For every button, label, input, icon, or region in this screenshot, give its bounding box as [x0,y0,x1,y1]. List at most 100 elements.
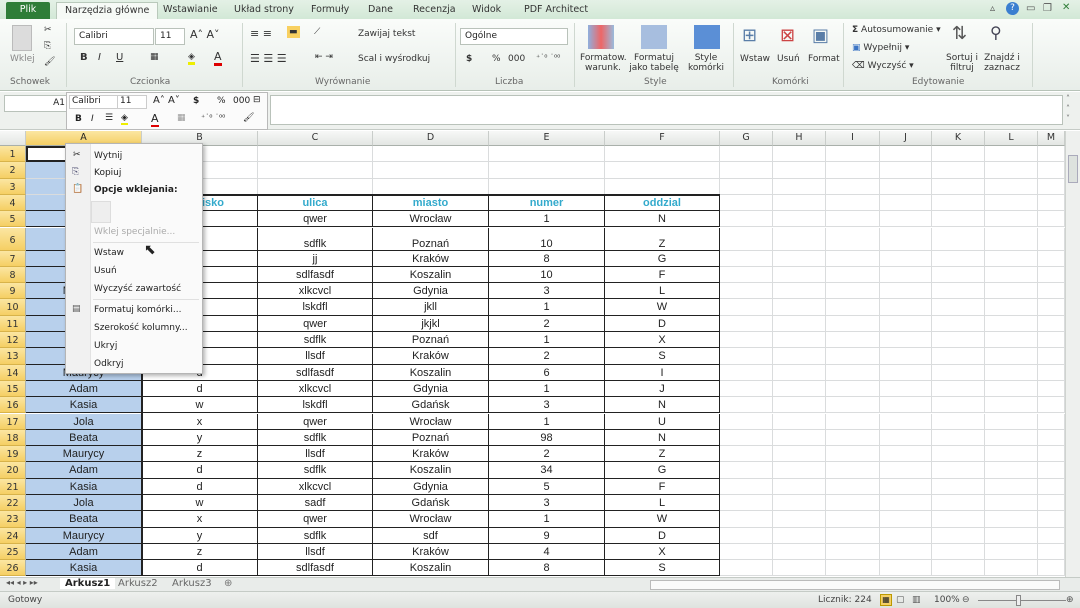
cell[interactable]: y [142,429,258,447]
cell[interactable] [720,266,773,284]
zoom-level[interactable]: 100% [934,595,960,605]
paste-icon[interactable] [12,25,32,51]
conditional-format-icon[interactable] [588,25,614,49]
cell[interactable] [720,560,773,577]
insert-cells-icon[interactable]: ⊞ [742,25,758,46]
cell[interactable]: Poznań [373,429,489,447]
cell[interactable] [720,299,773,316]
indent-icon[interactable]: ⇤ ⇥ [315,52,333,62]
normal-view-icon[interactable]: ▦ [880,594,892,606]
cell[interactable] [1038,211,1065,228]
cell[interactable]: miasto [373,194,489,212]
column-header-i[interactable]: I [826,131,880,146]
cell[interactable]: Kraków [373,543,489,561]
cell[interactable] [773,478,826,495]
cell[interactable]: D [605,527,720,544]
align-text-icon[interactable]: ☰ ☰ ☰ [250,52,287,65]
cell[interactable] [1038,511,1065,528]
cell[interactable] [985,364,1038,381]
cell[interactable] [720,194,773,212]
cell[interactable] [826,146,880,163]
cell[interactable] [720,146,773,163]
cell[interactable] [605,162,720,179]
select-all-corner[interactable] [0,131,26,146]
cell[interactable] [826,162,880,179]
row-header[interactable]: 3 [0,178,26,195]
cell[interactable] [932,560,985,577]
cell[interactable] [720,250,773,267]
cell[interactable]: Z [605,446,720,463]
cell[interactable] [720,429,773,447]
cell[interactable] [985,283,1038,300]
cell[interactable] [1038,446,1065,463]
tab-formulas[interactable]: Formuły [311,4,350,15]
cell[interactable]: F [605,478,720,495]
cell[interactable] [932,413,985,430]
cell[interactable]: x [142,413,258,430]
percent-button[interactable]: % [492,54,501,64]
conditional-format-button[interactable]: Formatow. warunk. [580,53,627,73]
cell[interactable]: d [142,380,258,398]
cell[interactable] [880,527,932,544]
cell[interactable] [720,478,773,495]
cell[interactable] [489,146,605,163]
cell[interactable]: F [605,266,720,284]
column-header-l[interactable]: L [985,131,1038,146]
cell[interactable]: sdflk [258,462,373,479]
cell[interactable]: 5 [489,478,605,495]
minimize-window-icon[interactable]: ▭ [1026,3,1036,14]
cell[interactable]: xlkcvcl [258,478,373,495]
cell[interactable]: Kasia [26,478,142,495]
cell[interactable]: llsdf [258,543,373,561]
cell[interactable] [1038,178,1065,195]
cell[interactable] [985,495,1038,512]
cell[interactable] [985,560,1038,577]
cell[interactable] [826,364,880,381]
menu-item-paste-special[interactable]: Wklej specjalnie... [94,227,176,237]
cell[interactable] [880,250,932,267]
cell[interactable]: I [605,364,720,381]
cell[interactable] [258,162,373,179]
mini-thousands-button[interactable]: 000 [233,96,251,106]
cell[interactable] [985,299,1038,316]
cell[interactable] [720,227,773,251]
cell[interactable] [880,478,932,495]
cell[interactable] [773,511,826,528]
wrap-text-button[interactable]: Zawijaj tekst [358,29,416,39]
cell[interactable] [773,178,826,195]
cell[interactable]: 4 [489,543,605,561]
menu-item-unhide[interactable]: Odkryj [94,359,124,369]
cell[interactable] [985,211,1038,228]
row-header[interactable]: 17 [0,413,26,430]
cell[interactable] [880,211,932,228]
cell[interactable] [985,194,1038,212]
cell[interactable] [773,211,826,228]
cell[interactable] [773,527,826,544]
cell[interactable] [773,227,826,251]
cell[interactable] [826,380,880,398]
cell[interactable]: 1 [489,413,605,430]
cell[interactable] [880,429,932,447]
cell[interactable] [880,348,932,365]
cell[interactable] [985,162,1038,179]
cell[interactable] [720,397,773,414]
row-header[interactable]: 14 [0,364,26,381]
mini-currency-button[interactable]: $ [193,96,200,106]
cell[interactable] [826,266,880,284]
cell[interactable] [720,495,773,512]
cell[interactable] [985,315,1038,332]
cell[interactable]: 6 [489,364,605,381]
find-select-button[interactable]: Znajdź i zaznacz [984,53,1020,73]
cell[interactable]: 1 [489,380,605,398]
cell[interactable] [773,543,826,561]
row-header[interactable]: 23 [0,511,26,528]
cell[interactable]: 1 [489,511,605,528]
cell[interactable]: llsdf [258,348,373,365]
menu-item-delete[interactable]: Usuń [94,266,117,276]
cell[interactable]: llsdf [258,446,373,463]
cell[interactable] [932,511,985,528]
cell[interactable]: 10 [489,227,605,251]
cell[interactable]: L [605,495,720,512]
cell[interactable] [1038,560,1065,577]
format-cells-button[interactable]: Format [808,54,840,64]
